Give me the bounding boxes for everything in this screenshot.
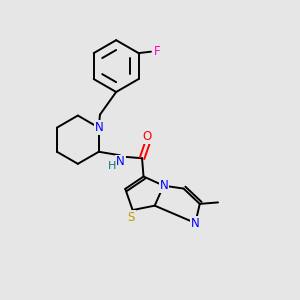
- Text: S: S: [128, 211, 135, 224]
- Text: N: N: [191, 217, 200, 230]
- Text: N: N: [116, 155, 125, 168]
- Text: F: F: [154, 45, 161, 58]
- Text: N: N: [95, 121, 104, 134]
- Text: N: N: [160, 179, 169, 192]
- Text: O: O: [143, 130, 152, 143]
- Text: H: H: [107, 160, 116, 171]
